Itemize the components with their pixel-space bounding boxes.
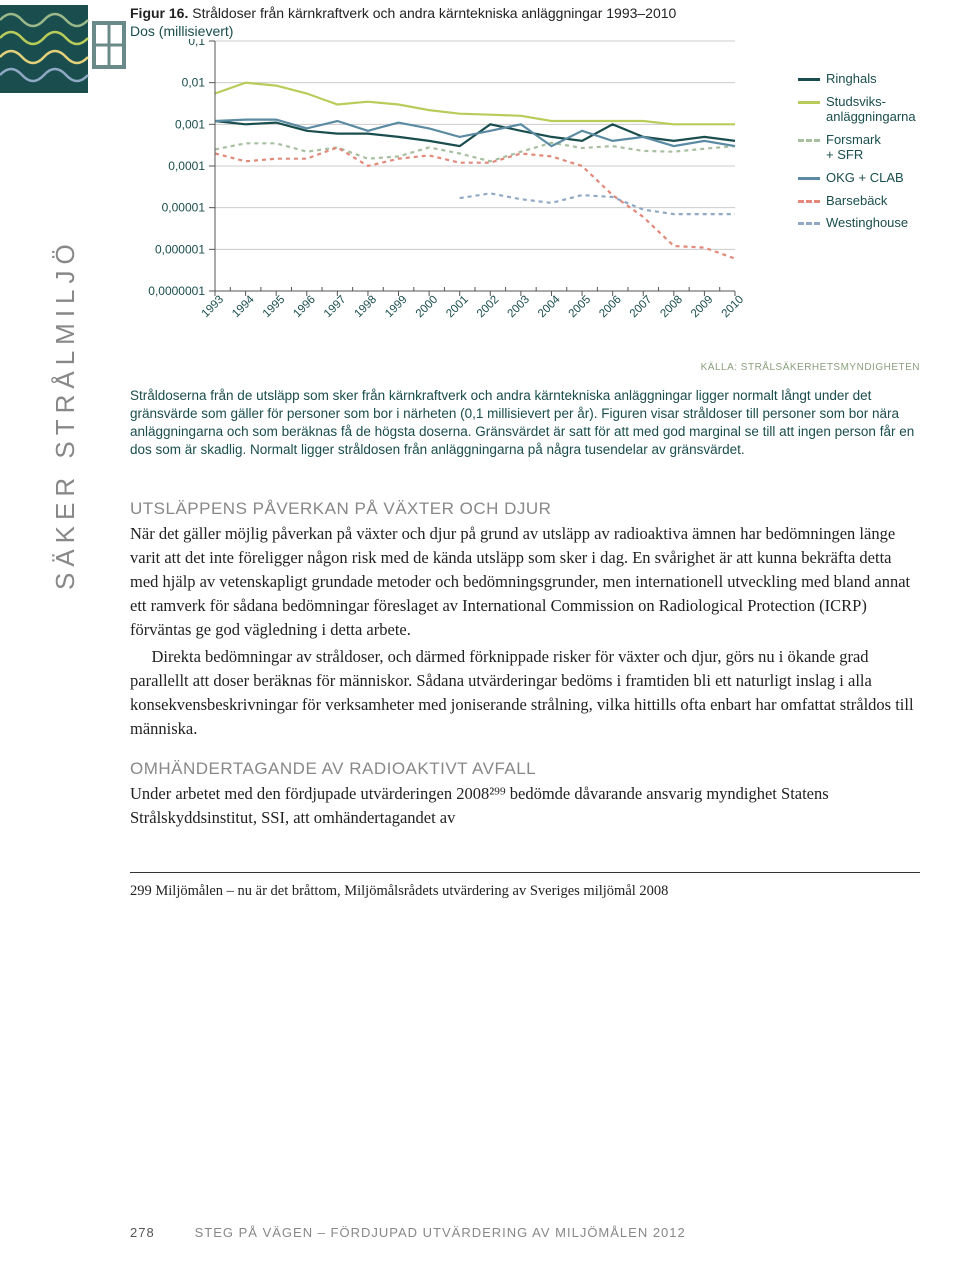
legend-label: Westinghouse [826, 215, 908, 231]
svg-text:2005: 2005 [567, 294, 594, 321]
chart-area: 0,1 0,01 0,001 0,0001 0,00001 0,000001 0,00000… [130, 39, 780, 354]
footer-text: STEG PÅ VÄGEN – FÖRDJUPAD UTVÄRDERING AV… [195, 1225, 686, 1240]
legend-item-ringhals: Ringhals [798, 71, 920, 87]
svg-text:2004: 2004 [536, 293, 563, 320]
body-paragraph: Under arbetet med den fördjupade utvärde… [130, 782, 920, 830]
corner-graphic [0, 5, 130, 105]
svg-text:2003: 2003 [505, 294, 532, 321]
svg-text:2007: 2007 [628, 294, 655, 321]
footnote-rule [130, 872, 920, 873]
svg-text:0,0001: 0,0001 [168, 159, 205, 173]
svg-text:0,1: 0,1 [188, 39, 205, 48]
sidebar-section-label: SÄKER STRÅLMILJÖ [50, 238, 81, 590]
chart-legend: Ringhals Studsviks-anläggningarna Forsmark… [780, 41, 920, 238]
svg-text:1995: 1995 [261, 294, 288, 321]
legend-swatch [798, 200, 820, 203]
svg-text:1998: 1998 [353, 294, 380, 321]
legend-label: Ringhals [826, 71, 877, 87]
legend-label: OKG + CLAB [826, 170, 904, 186]
y-axis-label: Dos (millisievert) [130, 23, 920, 39]
svg-text:1994: 1994 [230, 293, 257, 320]
svg-text:2001: 2001 [444, 294, 471, 321]
legend-swatch [798, 222, 820, 225]
legend-item-barseback: Barsebäck [798, 193, 920, 209]
section-heading: OMHÄNDERTAGANDE AV RADIOAKTIVT AVFALL [130, 759, 920, 779]
legend-label: Studsviks-anläggningarna [826, 94, 916, 125]
svg-text:1999: 1999 [383, 294, 410, 321]
legend-item-studsvik: Studsviks-anläggningarna [798, 94, 920, 125]
svg-text:0,01: 0,01 [182, 76, 206, 90]
page: SÄKER STRÅLMILJÖ Figur 16. Stråldoser fr… [0, 5, 960, 1262]
svg-text:0,00001: 0,00001 [162, 201, 206, 215]
legend-item-westinghouse: Westinghouse [798, 215, 920, 231]
svg-text:2000: 2000 [414, 294, 441, 321]
page-number: 278 [130, 1225, 190, 1240]
legend-swatch [798, 101, 820, 104]
chart-source: KÄLLA: STRÅLSÄKERHETSMYNDIGHETEN [130, 362, 920, 373]
line-chart: 0,1 0,01 0,001 0,0001 0,00001 0,000001 0,00000… [130, 39, 745, 349]
svg-text:0,0000001: 0,0000001 [148, 284, 205, 298]
legend-item-forsmark: Forsmark+ SFR [798, 132, 920, 163]
figure-caption: Stråldoserna från de utsläpp som sker fr… [130, 387, 920, 460]
body-paragraph: När det gäller möjlig påverkan på växter… [130, 522, 920, 642]
svg-text:1996: 1996 [291, 294, 318, 321]
section-heading: UTSLÄPPENS PÅVERKAN PÅ VÄXTER OCH DJUR [130, 499, 920, 519]
svg-text:0,000001: 0,000001 [155, 242, 205, 256]
body-paragraph: Direkta bedömningar av stråldoser, och d… [130, 645, 920, 741]
svg-text:2006: 2006 [597, 294, 624, 321]
footnote: 299 Miljömålen – nu är det bråttom, Milj… [130, 881, 920, 901]
chart-wrap: 0,1 0,01 0,001 0,0001 0,00001 0,000001 0,00000… [130, 41, 920, 354]
svg-text:1997: 1997 [322, 294, 349, 321]
legend-label: Forsmark+ SFR [826, 132, 881, 163]
svg-text:0,001: 0,001 [175, 117, 205, 131]
page-footer: 278 STEG PÅ VÄGEN – FÖRDJUPAD UTVÄRDERIN… [0, 1225, 960, 1240]
legend-swatch [798, 78, 820, 81]
svg-text:2002: 2002 [475, 294, 502, 321]
legend-swatch [798, 139, 820, 142]
svg-text:2008: 2008 [658, 294, 685, 321]
figure-title: Figur 16. Stråldoser från kärnkraftverk … [130, 5, 920, 21]
legend-item-okg: OKG + CLAB [798, 170, 920, 186]
svg-text:2009: 2009 [689, 294, 716, 321]
legend-swatch [798, 177, 820, 180]
legend-label: Barsebäck [826, 193, 887, 209]
svg-text:2010: 2010 [720, 294, 745, 321]
